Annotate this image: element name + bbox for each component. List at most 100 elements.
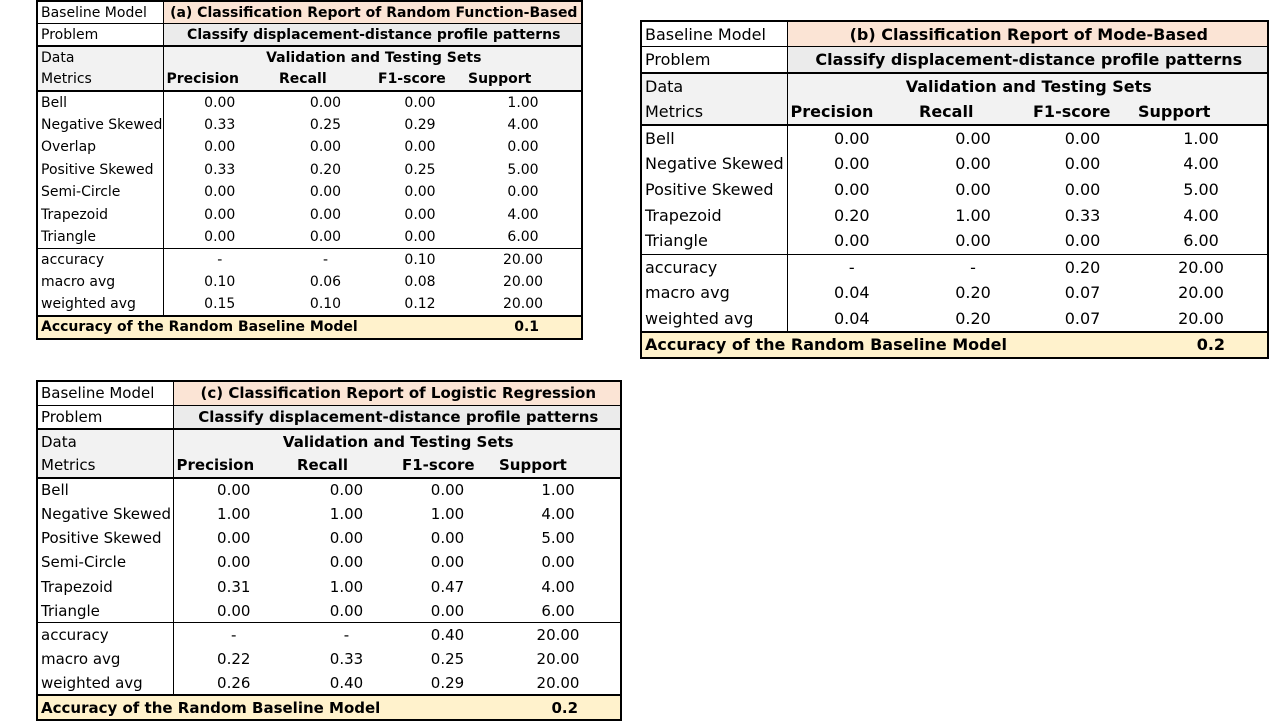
metric-value: 4.00 <box>507 206 539 223</box>
metric-value: 0.00 <box>404 139 436 156</box>
metrics-header-row: Metrics Precision Recall F1-score Support <box>37 453 622 478</box>
summary-value: 20.00 <box>465 248 583 271</box>
metrics-header-row: Metrics Precision Recall F1-score Support <box>641 98 1269 125</box>
title-row: Baseline Model (a) Classification Report … <box>37 1 583 24</box>
metric-value: 0.00 <box>541 553 575 572</box>
metric-value: 0.00 <box>404 229 436 245</box>
summary-row: accuracy - -0.40 20.00 <box>37 622 622 648</box>
class-label: Negative Skewed <box>37 113 164 136</box>
metric-value: 6.00 <box>541 601 575 620</box>
metric-value: 4.00 <box>1183 153 1219 173</box>
class-label: Bell <box>641 123 788 151</box>
problem-text: Classify displacement-distance profile p… <box>163 23 583 46</box>
metric-value: 4.00 <box>507 116 539 133</box>
summary-value: 0.25 <box>430 650 465 669</box>
summary-value: 0.26 <box>217 673 251 692</box>
metric-value: 0.20 <box>309 161 342 178</box>
class-row: Triangle 0.00 0.00 0.00 6.00 <box>641 228 1268 255</box>
class-label: Positive Skewed <box>641 176 788 203</box>
metric-value: 1.00 <box>955 205 991 225</box>
class-row: Trapezoid 0.31 1.00 0.47 4.00 <box>37 574 621 599</box>
metric-value: 0.00 <box>430 601 465 620</box>
summary-value: - <box>294 622 399 648</box>
metric-value: 0.33 <box>1064 205 1101 225</box>
metric-value: 0.00 <box>430 553 465 572</box>
accuracy-footer-row: Accuracy of the Random Baseline Model 0.2 <box>37 694 622 720</box>
problem-row: Problem Classify displacement-distance pr… <box>37 23 583 46</box>
footer-value: 0.1 <box>465 315 583 339</box>
summary-value: 20.00 <box>1135 253 1269 280</box>
class-row: Trapezoid 0.00 0.00 0.00 4.00 <box>37 203 582 226</box>
column-header: Support <box>1135 98 1269 125</box>
class-label: Triangle <box>37 226 164 249</box>
column-header: Support <box>465 68 583 91</box>
footer-label: Accuracy of the Random Baseline Model <box>641 330 1135 358</box>
summary-value: 0.12 <box>404 296 436 313</box>
summary-label: accuracy <box>641 253 788 280</box>
class-label: Semi-Circle <box>37 181 164 204</box>
data-label: Data <box>641 71 788 99</box>
data-row: Data Validation and Testing Sets <box>641 71 1269 99</box>
summary-value: 0.04 <box>833 283 870 303</box>
metric-value: 0.25 <box>404 161 436 178</box>
class-label: Negative Skewed <box>37 501 174 527</box>
class-label: Negative Skewed <box>641 150 788 177</box>
metric-value: 0.00 <box>1064 179 1101 199</box>
column-header: F1-score <box>1030 98 1135 125</box>
metric-value: 6.00 <box>1183 231 1219 251</box>
summary-value: - <box>787 253 916 280</box>
summary-value: 0.10 <box>309 296 342 313</box>
metric-value: 6.00 <box>507 229 539 245</box>
corner-label: Baseline Model <box>641 21 788 47</box>
summary-value: 0.04 <box>833 308 870 328</box>
metric-value: 0.00 <box>204 184 236 201</box>
class-label: Trapezoid <box>37 203 164 226</box>
metric-value: 1.00 <box>329 505 364 524</box>
classification-report-table-b: Baseline Model (b) Classification Report … <box>640 20 1270 359</box>
metric-value: 0.00 <box>329 553 364 572</box>
summary-value: 0.10 <box>375 248 465 271</box>
metric-value: 4.00 <box>1183 205 1219 225</box>
metric-value: 0.00 <box>955 231 991 251</box>
class-label: Trapezoid <box>641 202 788 229</box>
data-text: Validation and Testing Sets <box>787 71 1269 99</box>
metric-value: 0.00 <box>276 90 375 114</box>
column-header: F1-score <box>375 68 465 91</box>
summary-label: macro avg <box>37 271 164 294</box>
summary-label: macro avg <box>641 279 788 306</box>
metrics-label: Metrics <box>37 68 164 91</box>
summary-value: - <box>163 248 276 271</box>
class-label: Semi-Circle <box>37 550 174 575</box>
summary-label: weighted avg <box>37 293 164 316</box>
class-row: Trapezoid 0.20 1.00 0.33 4.00 <box>641 202 1268 229</box>
metric-value: 0.00 <box>404 206 436 223</box>
problem-row: Problem Classify displacement-distance pr… <box>641 46 1269 73</box>
metric-value: 0.31 <box>217 577 251 596</box>
metric-value: 0.00 <box>329 601 364 620</box>
metric-value: 0.00 <box>309 184 342 201</box>
summary-value: 20.00 <box>536 673 580 692</box>
class-label: Positive Skewed <box>37 158 164 181</box>
class-label: Bell <box>37 476 174 502</box>
metric-value: 0.47 <box>430 577 465 596</box>
summary-label: accuracy <box>37 622 174 648</box>
metric-value: 0.00 <box>833 179 870 199</box>
summary-value: 20.00 <box>536 650 580 669</box>
summary-value: 20.00 <box>1178 308 1224 328</box>
metric-value: 4.00 <box>541 505 575 524</box>
metric-value: 0.00 <box>955 179 991 199</box>
class-row: Overlap 0.00 0.00 0.00 0.00 <box>37 136 582 159</box>
summary-label: macro avg <box>37 647 174 672</box>
summary-value: 0.33 <box>329 650 364 669</box>
data-row: Data Validation and Testing Sets <box>37 428 622 454</box>
classification-report-table-c: Baseline Model (c) Classification Report … <box>36 380 623 721</box>
class-row: Semi-Circle 0.00 0.00 0.00 0.00 <box>37 181 582 204</box>
column-header: Recall <box>294 453 399 478</box>
metric-value: 5.00 <box>507 161 539 178</box>
metric-value: 5.00 <box>541 529 575 548</box>
metric-value: 0.00 <box>507 184 539 201</box>
metric-value: 0.20 <box>833 205 870 225</box>
report-title: (c) Classification Report of Logistic Re… <box>173 381 622 406</box>
metric-value: 0.00 <box>309 139 342 156</box>
metric-value: 0.00 <box>217 601 251 620</box>
